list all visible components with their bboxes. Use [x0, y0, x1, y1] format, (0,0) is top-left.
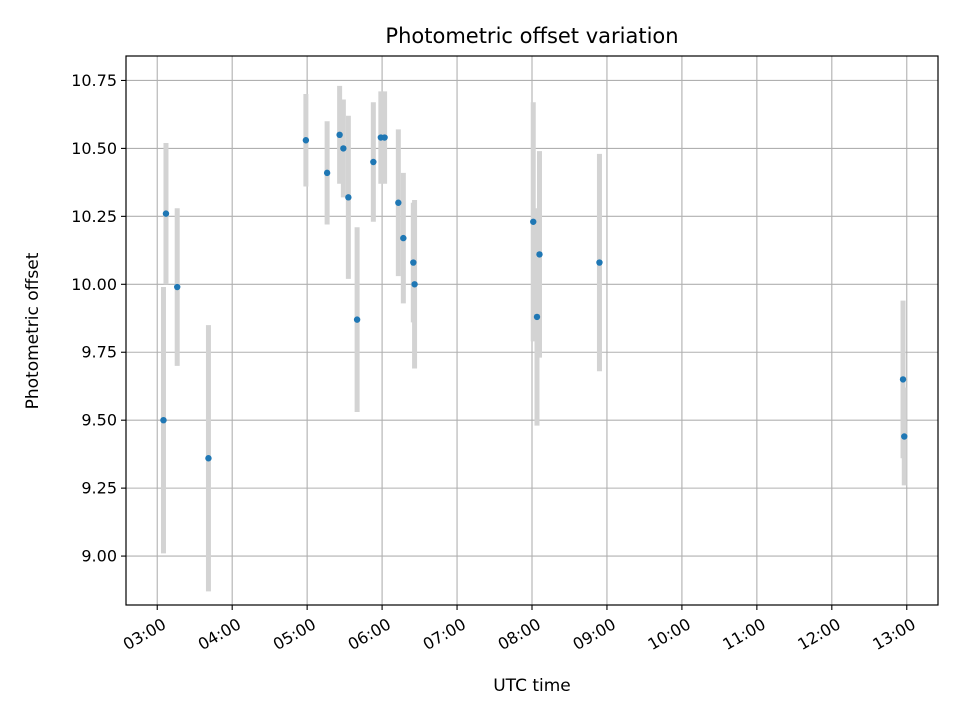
- data-point: [899, 376, 907, 383]
- data-point: [336, 131, 343, 139]
- y-axis: 9.00 9.25 9.50 9.75 10.00 10.25 10.50 10.75: [71, 71, 126, 566]
- data-point: [536, 251, 543, 258]
- data-point: [174, 283, 181, 291]
- y-axis-label: Photometric offset: [23, 252, 43, 409]
- data-point: [302, 137, 310, 144]
- y-tick-label: 10.25: [71, 207, 117, 226]
- data-point: [205, 455, 212, 462]
- data-point: [370, 158, 377, 166]
- data-point: [530, 218, 537, 225]
- y-tick-label: 9.00: [81, 547, 117, 566]
- y-tick-label: 9.75: [81, 343, 117, 362]
- data-point: [533, 313, 541, 321]
- data-point: [323, 169, 331, 177]
- data-point: [381, 134, 388, 141]
- y-tick-label: 10.00: [71, 275, 117, 294]
- y-tick-label: 9.50: [81, 411, 117, 430]
- data-point: [901, 433, 908, 440]
- data-point: [411, 281, 418, 288]
- data-point: [410, 259, 417, 266]
- x-axis-label: UTC time: [493, 676, 571, 696]
- data-point: [596, 259, 603, 266]
- point-layer: [160, 131, 908, 462]
- data-point: [395, 199, 402, 206]
- chart-title: Photometric offset variation: [385, 24, 678, 48]
- y-tick-label: 10.75: [71, 71, 117, 90]
- data-point: [345, 194, 352, 201]
- data-point: [353, 316, 361, 323]
- data-point: [162, 210, 170, 217]
- data-point: [400, 234, 407, 242]
- y-tick-label: 9.25: [81, 479, 117, 498]
- data-point: [160, 416, 167, 424]
- y-tick-label: 10.50: [71, 139, 117, 158]
- data-point: [340, 145, 347, 152]
